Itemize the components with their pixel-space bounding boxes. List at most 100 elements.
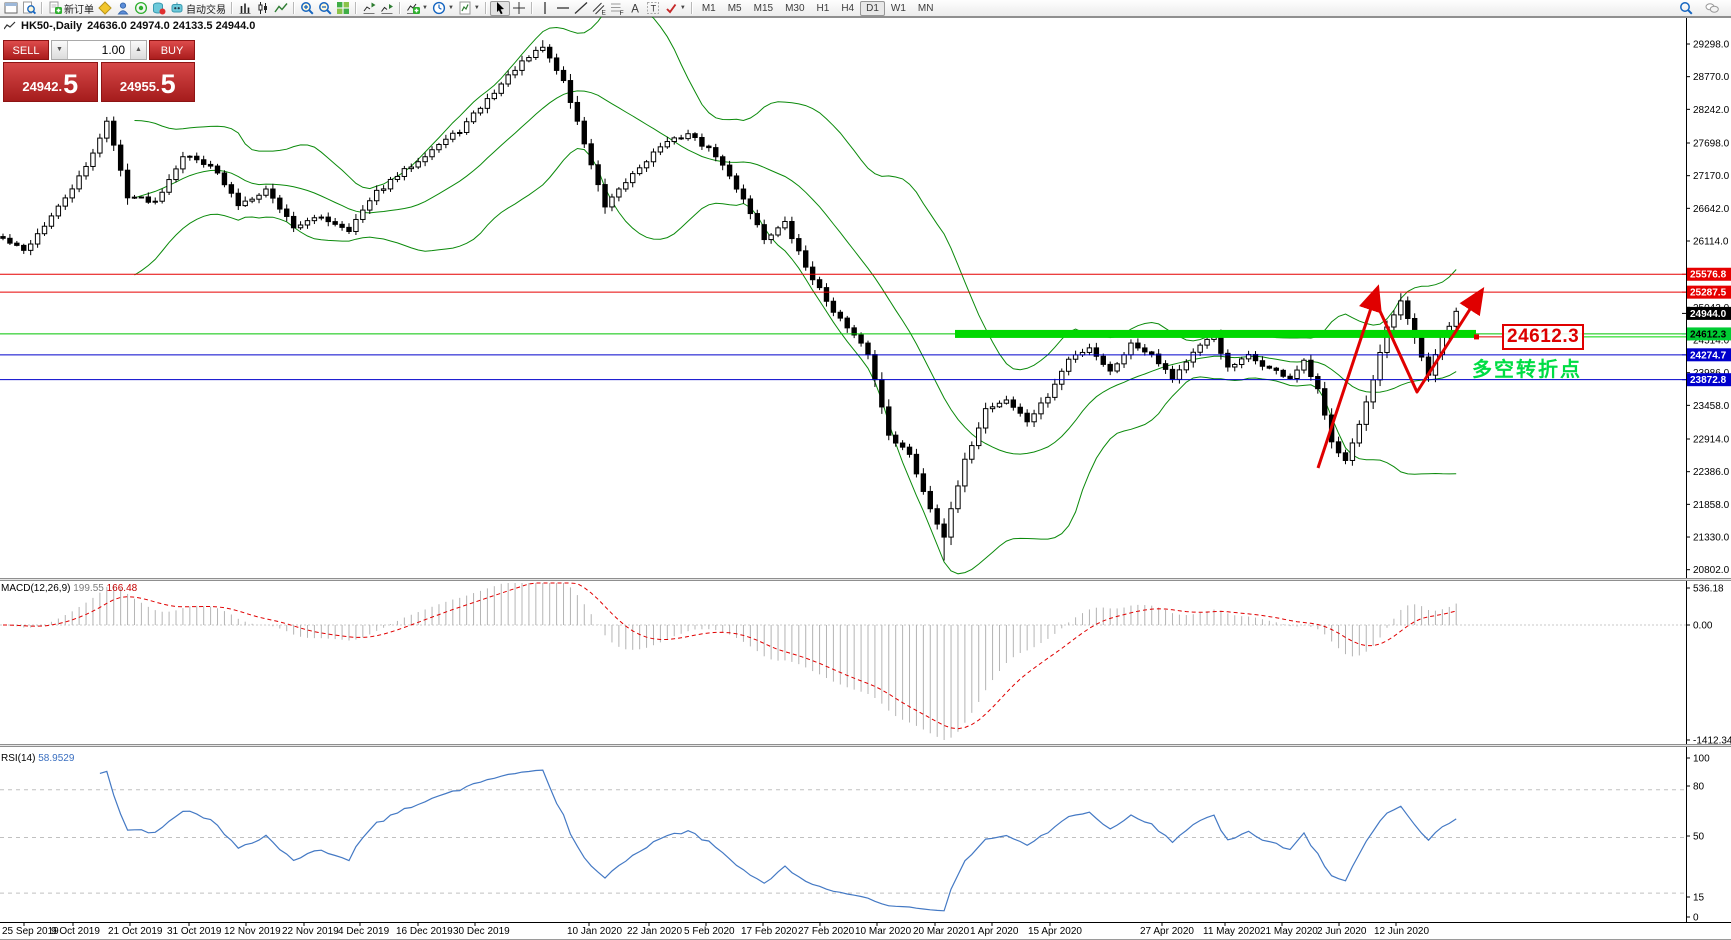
- timeframe-m15[interactable]: M15: [753, 2, 774, 14]
- svg-text:100: 100: [1693, 754, 1710, 765]
- terminal-icon[interactable]: [150, 1, 168, 16]
- sell-price[interactable]: 24942. 5: [3, 62, 98, 102]
- vertical-line-icon[interactable]: [536, 1, 554, 16]
- trendline-icon[interactable]: [572, 1, 590, 16]
- data-window-icon[interactable]: [114, 1, 132, 16]
- svg-text:A: A: [631, 4, 639, 15]
- add-indicator-icon[interactable]: ▼: [404, 1, 430, 16]
- autotrade-button[interactable]: 自动交易: [168, 1, 228, 16]
- fibonacci-icon[interactable]: F: [608, 1, 626, 16]
- svg-text:0: 0: [1693, 913, 1699, 924]
- text-icon: A: [631, 4, 639, 15]
- sell-button[interactable]: SELL: [3, 40, 49, 60]
- volume-increase-button[interactable]: ▲: [130, 41, 146, 59]
- svg-text:27698.0: 27698.0: [1693, 139, 1730, 150]
- buy-button[interactable]: BUY: [149, 40, 195, 60]
- svg-text:50: 50: [1693, 832, 1705, 843]
- tile-windows-icon: [337, 2, 349, 14]
- navigator-icon[interactable]: [132, 1, 150, 16]
- timeframe-d1[interactable]: D1: [860, 0, 885, 16]
- svg-text:536.18: 536.18: [1693, 584, 1724, 595]
- text-label-icon: T: [646, 2, 659, 14]
- text-label-icon[interactable]: T: [644, 1, 662, 16]
- new-order-button[interactable]: 新订单: [46, 1, 96, 16]
- toolbar-separator: [231, 2, 233, 14]
- buy-price[interactable]: 24955. 5: [100, 62, 195, 102]
- rsi-value: 58.9529: [38, 753, 75, 764]
- chart-title: HK50-,Daily: [21, 20, 83, 32]
- autotrade-icon: [171, 2, 183, 13]
- svg-text:23458.0: 23458.0: [1693, 401, 1730, 412]
- search-icon[interactable]: [1677, 1, 1695, 16]
- chat-icon[interactable]: [1703, 1, 1721, 16]
- horizontal-line-icon[interactable]: [554, 1, 572, 16]
- timeframe-m5[interactable]: M5: [727, 2, 742, 14]
- terminal-icon: [153, 2, 166, 15]
- add-indicator-icon-dropdown[interactable]: ▼: [422, 5, 428, 11]
- volume-decrease-button[interactable]: ▼: [52, 41, 68, 59]
- arrows-icon-dropdown[interactable]: ▼: [679, 5, 686, 11]
- template-icon-dropdown[interactable]: ▼: [473, 5, 480, 11]
- timeframe-h4[interactable]: H4: [841, 2, 855, 14]
- cursor-icon[interactable]: [489, 0, 510, 16]
- svg-text:24274.7: 24274.7: [1690, 350, 1727, 361]
- trend-arrows-annotation[interactable]: [1316, 284, 1485, 469]
- time-axis-label: 21 May 2020: [1260, 926, 1318, 937]
- bar-chart-icon[interactable]: [236, 1, 254, 16]
- buy-price-pips: 5: [160, 69, 176, 99]
- crosshair-icon: [512, 2, 525, 14]
- svg-text:0.00: 0.00: [1693, 621, 1713, 632]
- price-axis: 29298.0 28770.0 28242.0 27698.0 27170.0 26642…: [1682, 40, 1731, 924]
- auto-scroll-icon[interactable]: [378, 1, 396, 16]
- periods-icon[interactable]: ▼: [430, 1, 456, 16]
- timeframe-h1[interactable]: H1: [816, 2, 830, 14]
- price-level-annotation[interactable]: 24612.3: [1502, 324, 1585, 350]
- crosshair-icon[interactable]: [510, 1, 528, 16]
- svg-text:25576.8: 25576.8: [1690, 270, 1727, 281]
- template-icon[interactable]: ▼: [456, 1, 482, 16]
- chart-shift-icon[interactable]: [360, 1, 378, 16]
- time-axis-label: 21 Oct 2019: [108, 926, 163, 937]
- time-axis-label: 9 Oct 2019: [51, 926, 100, 937]
- chart-window-icon[interactable]: [2, 1, 20, 16]
- new-order-icon: [49, 1, 62, 14]
- svg-text:22386.0: 22386.0: [1693, 467, 1730, 478]
- zoom-out-icon[interactable]: [316, 1, 334, 16]
- autotrade-button-label: 自动交易: [186, 4, 226, 16]
- market-watch-icon[interactable]: [96, 1, 114, 16]
- svg-text:24612.3: 24612.3: [1690, 329, 1727, 340]
- price-level-lines: [0, 273, 1686, 381]
- timeframe-w1[interactable]: W1: [890, 2, 906, 14]
- toolbar-separator: [530, 2, 533, 14]
- zoom-out-icon: [319, 2, 332, 15]
- time-axis-label: 5 Feb 2020: [684, 926, 735, 937]
- rsi-line: [99, 769, 1457, 912]
- arrows-icon[interactable]: ▼: [662, 1, 688, 16]
- periods-icon-dropdown[interactable]: ▼: [447, 5, 454, 11]
- timeframe-m30[interactable]: M30: [785, 2, 805, 14]
- timeframe-mn[interactable]: MN: [917, 2, 934, 14]
- zoom-in-icon[interactable]: [298, 1, 316, 16]
- tile-windows-icon[interactable]: [334, 1, 352, 16]
- time-axis-label: 31 Oct 2019: [167, 926, 222, 937]
- time-axis-label: 16 Dec 2019: [396, 926, 453, 937]
- time-axis-label: 10 Mar 2020: [855, 926, 912, 937]
- time-axis-label: 30 Dec 2019: [453, 926, 510, 937]
- timeframe-m1[interactable]: M1: [701, 2, 716, 14]
- support-zone-bar[interactable]: [955, 329, 1476, 338]
- candlestick-chart-icon[interactable]: [254, 1, 272, 16]
- line-chart-icon[interactable]: [272, 1, 290, 16]
- print-preview-icon[interactable]: [20, 1, 38, 16]
- toolbar-separator: [41, 2, 43, 14]
- bollinger-bands: [134, 2, 1457, 575]
- periods-icon: [432, 1, 446, 15]
- chart-ohlc: 24636.0 24974.0 24133.5 24944.0: [87, 20, 256, 32]
- volume-value[interactable]: 1.00: [101, 43, 125, 57]
- svg-text:26642.0: 26642.0: [1693, 204, 1730, 215]
- sell-price-pips: 5: [63, 69, 79, 99]
- turning-point-annotation[interactable]: 多空转折点: [1472, 359, 1582, 381]
- text-icon[interactable]: A: [626, 1, 644, 16]
- equidistant-channel-icon[interactable]: E: [590, 1, 608, 16]
- svg-text:25287.5: 25287.5: [1690, 288, 1727, 299]
